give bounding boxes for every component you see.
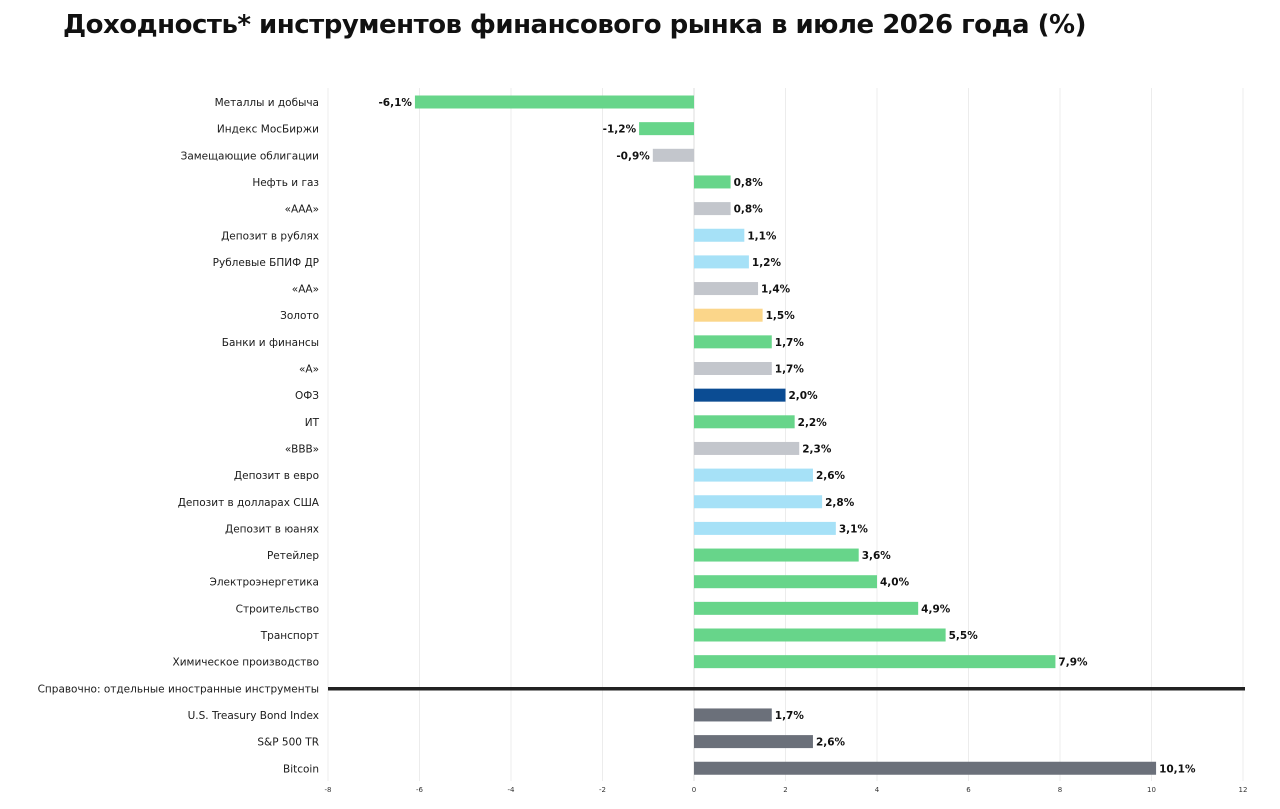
category-label: Справочно: отдельные иностранные инструм… bbox=[38, 683, 319, 695]
value-label: 0,8% bbox=[734, 204, 764, 216]
category-label: Ретейлер bbox=[267, 550, 319, 562]
value-label: 2,8% bbox=[825, 497, 855, 509]
category-label: ОФЗ bbox=[295, 390, 319, 402]
category-label: U.S. Treasury Bond Index bbox=[188, 710, 319, 722]
x-tick-label: 8 bbox=[1058, 786, 1062, 794]
category-label: «АА» bbox=[292, 284, 319, 296]
value-label: 4,9% bbox=[921, 603, 951, 615]
value-label: -6,1% bbox=[378, 97, 412, 109]
value-label: 1,2% bbox=[752, 257, 782, 269]
bar bbox=[694, 202, 731, 216]
bar bbox=[694, 761, 1157, 775]
bar bbox=[694, 708, 772, 722]
x-tick-label: 10 bbox=[1147, 786, 1156, 794]
bar bbox=[694, 575, 877, 589]
value-label: 10,1% bbox=[1159, 763, 1196, 775]
value-label: -0,9% bbox=[616, 150, 650, 162]
category-label: Депозит в рублях bbox=[221, 230, 319, 242]
category-label: Рублевые БПИФ ДР bbox=[213, 257, 319, 269]
value-label: 2,6% bbox=[816, 737, 846, 749]
x-tick-label: 4 bbox=[875, 786, 880, 794]
value-label: 3,1% bbox=[839, 523, 869, 535]
chart-title: Доходность* инструментов финансового рын… bbox=[63, 10, 1086, 40]
value-label: 1,7% bbox=[775, 337, 805, 349]
x-tick-label: 2 bbox=[783, 786, 787, 794]
category-label: Строительство bbox=[236, 603, 319, 615]
value-label: -1,2% bbox=[603, 124, 637, 136]
grid-lines bbox=[327, 88, 1244, 781]
bar bbox=[694, 388, 786, 402]
bar bbox=[694, 548, 859, 562]
x-tick-label: -6 bbox=[416, 786, 424, 794]
category-label: Металлы и добыча bbox=[215, 97, 319, 109]
value-label: 1,1% bbox=[747, 230, 777, 242]
x-tick-label: -2 bbox=[599, 786, 606, 794]
bar bbox=[652, 148, 694, 162]
x-tick-label: 6 bbox=[966, 786, 971, 794]
bar bbox=[694, 655, 1056, 669]
category-label: «А» bbox=[299, 364, 319, 376]
value-label: 1,5% bbox=[766, 310, 796, 322]
value-label: 4,0% bbox=[880, 577, 910, 589]
bar bbox=[694, 282, 759, 296]
category-label: Депозит в евро bbox=[234, 470, 319, 482]
bar bbox=[694, 335, 772, 349]
category-label: Золото bbox=[280, 310, 319, 322]
bar bbox=[694, 362, 772, 375]
value-label: 7,9% bbox=[1058, 657, 1088, 669]
bar bbox=[694, 735, 813, 749]
value-label: 2,6% bbox=[816, 470, 846, 482]
bar bbox=[694, 628, 946, 642]
category-label: Bitcoin bbox=[283, 763, 319, 775]
x-axis-ticks: -8 -6 -4 -2 0 2 4 6 8 10 12 bbox=[325, 786, 1248, 794]
category-label: Нефть и газ bbox=[252, 177, 319, 189]
category-label: «ААА» bbox=[285, 204, 319, 216]
category-label: Электроэнергетика bbox=[210, 577, 320, 589]
bar bbox=[639, 122, 694, 136]
value-label: 1,7% bbox=[775, 364, 805, 376]
category-label: Банки и финансы bbox=[222, 337, 319, 349]
bar bbox=[694, 601, 919, 615]
category-label: S&P 500 TR bbox=[257, 737, 319, 749]
bar bbox=[694, 228, 745, 242]
category-label: Депозит в долларах США bbox=[178, 497, 320, 509]
category-label: ИТ bbox=[305, 417, 320, 429]
category-label: Замещающие облигации bbox=[181, 150, 319, 162]
value-label: 2,2% bbox=[798, 417, 828, 429]
category-label: «BBB» bbox=[285, 443, 319, 455]
value-label: 2,3% bbox=[802, 443, 832, 455]
bar bbox=[694, 415, 795, 429]
bar bbox=[414, 95, 694, 109]
category-label: Транспорт bbox=[260, 630, 319, 642]
x-tick-label: 0 bbox=[692, 786, 696, 794]
category-label: Индекс МосБиржи bbox=[217, 124, 319, 136]
value-label: 0,8% bbox=[734, 177, 764, 189]
x-tick-label: -4 bbox=[508, 786, 516, 794]
value-label: 1,4% bbox=[761, 284, 791, 296]
bar bbox=[694, 175, 731, 189]
category-label: Депозит в юанях bbox=[225, 523, 319, 535]
value-label: 1,7% bbox=[775, 710, 805, 722]
value-label: 2,0% bbox=[789, 390, 819, 402]
bar bbox=[694, 308, 763, 322]
bar bbox=[694, 468, 813, 482]
value-label: 3,6% bbox=[862, 550, 892, 562]
x-tick-label: -8 bbox=[325, 786, 332, 794]
bars bbox=[328, 95, 1245, 775]
bar bbox=[694, 255, 749, 269]
x-tick-label: 12 bbox=[1239, 786, 1248, 794]
bar bbox=[694, 521, 836, 535]
category-label: Химическое производство bbox=[173, 657, 320, 669]
bar bbox=[694, 441, 800, 455]
bar bbox=[694, 495, 823, 509]
labels: Металлы и добыча -6,1% Индекс МосБиржи -1,2… bbox=[38, 97, 1196, 775]
value-label: 5,5% bbox=[949, 630, 979, 642]
